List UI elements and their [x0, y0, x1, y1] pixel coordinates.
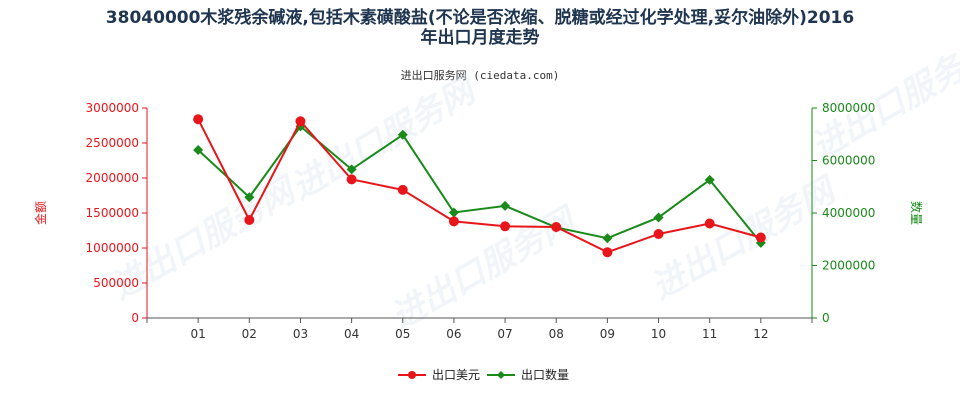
x-axis-tick-label: 02: [242, 327, 257, 341]
left-axis-tick-label: 1500000: [86, 206, 139, 220]
amount-point: [295, 116, 306, 127]
right-axis-tick-label: 4000000: [822, 206, 875, 220]
left-axis-tick-label: 500000: [93, 276, 139, 290]
x-axis-tick-label: 03: [293, 327, 308, 341]
amount-series-line: [197, 118, 762, 254]
amount-point: [551, 222, 562, 232]
quantity-point: [500, 200, 511, 211]
chart-title-line2: 年出口月度走势: [420, 28, 540, 48]
amount-point: [448, 216, 459, 227]
left-axis-title: 金额: [33, 201, 48, 225]
left-axis-tick-label: 0: [131, 311, 139, 325]
amount-point: [500, 221, 511, 232]
watermark-text: 进出口服务网: [645, 169, 846, 308]
right-axis-tick-label: 8000000: [822, 101, 875, 115]
amount-point: [755, 232, 766, 243]
amount-point: [244, 215, 255, 225]
x-axis-tick-label: 05: [395, 327, 410, 341]
series-layer: [193, 114, 766, 258]
x-axis-tick-label: 12: [753, 327, 768, 341]
amount-point: [653, 229, 664, 239]
amount-point: [346, 174, 357, 185]
source-caption: 进出口服务网 (ciedata.com): [400, 69, 560, 82]
quantity-point: [193, 145, 204, 155]
amount-point: [602, 247, 613, 258]
x-axis-tick-label: 04: [344, 327, 359, 341]
chart-title: 38040000木浆残余碱液,包括木素磺酸盐(不论是否浓缩、脱糖或经过化学处理,…: [0, 8, 960, 48]
quantity-point: [346, 164, 357, 175]
chart-title-line1: 38040000木浆残余碱液,包括木素磺酸盐(不论是否浓缩、脱糖或经过化学处理,…: [105, 8, 855, 28]
x-axis-tick-label: 06: [446, 327, 461, 341]
x-axis-tick-label: 08: [549, 327, 564, 341]
right-axis-tick-label: 2000000: [822, 259, 875, 273]
left-axis-tick-label: 3000000: [86, 101, 139, 115]
legend-quantity-label: 出口数量: [521, 367, 569, 382]
watermark-text: 进出口服务网: [385, 199, 586, 338]
left-axis-tick-label: 1000000: [86, 241, 139, 255]
legend: 出口美元 出口数量: [398, 367, 569, 382]
left-axis-tick-label: 2500000: [86, 136, 139, 150]
left-axis-tick-label: 2000000: [86, 171, 139, 185]
amount-point: [193, 114, 204, 125]
quantity-point: [704, 174, 715, 185]
x-axis-tick-label: 01: [191, 327, 206, 341]
right-axis-title: 数量: [909, 201, 924, 225]
x-axis-tick-label: 11: [702, 327, 717, 341]
right-axis-tick-label: 0: [822, 311, 830, 325]
amount-point: [397, 184, 408, 195]
axes-layer: 0 500000 1000000 1500000 2000000 2500000 30000…: [33, 101, 924, 341]
quantity-point: [602, 233, 613, 244]
quantity-point: [448, 207, 459, 218]
x-axis-tick-label: 07: [497, 327, 512, 341]
x-axis-tick-label: 09: [600, 327, 615, 341]
amount-point: [704, 218, 715, 229]
quantity-point: [397, 129, 408, 140]
x-axis-tick-label: 10: [651, 327, 666, 341]
legend-amount-marker: [408, 371, 416, 379]
legend-quantity-marker: [497, 371, 505, 379]
quantity-point: [244, 192, 255, 203]
watermark-text: 进出口服务网: [805, 29, 960, 168]
quantity-point: [653, 212, 664, 223]
right-axis-tick-label: 6000000: [822, 154, 875, 168]
legend-amount-label: 出口美元: [432, 368, 480, 382]
